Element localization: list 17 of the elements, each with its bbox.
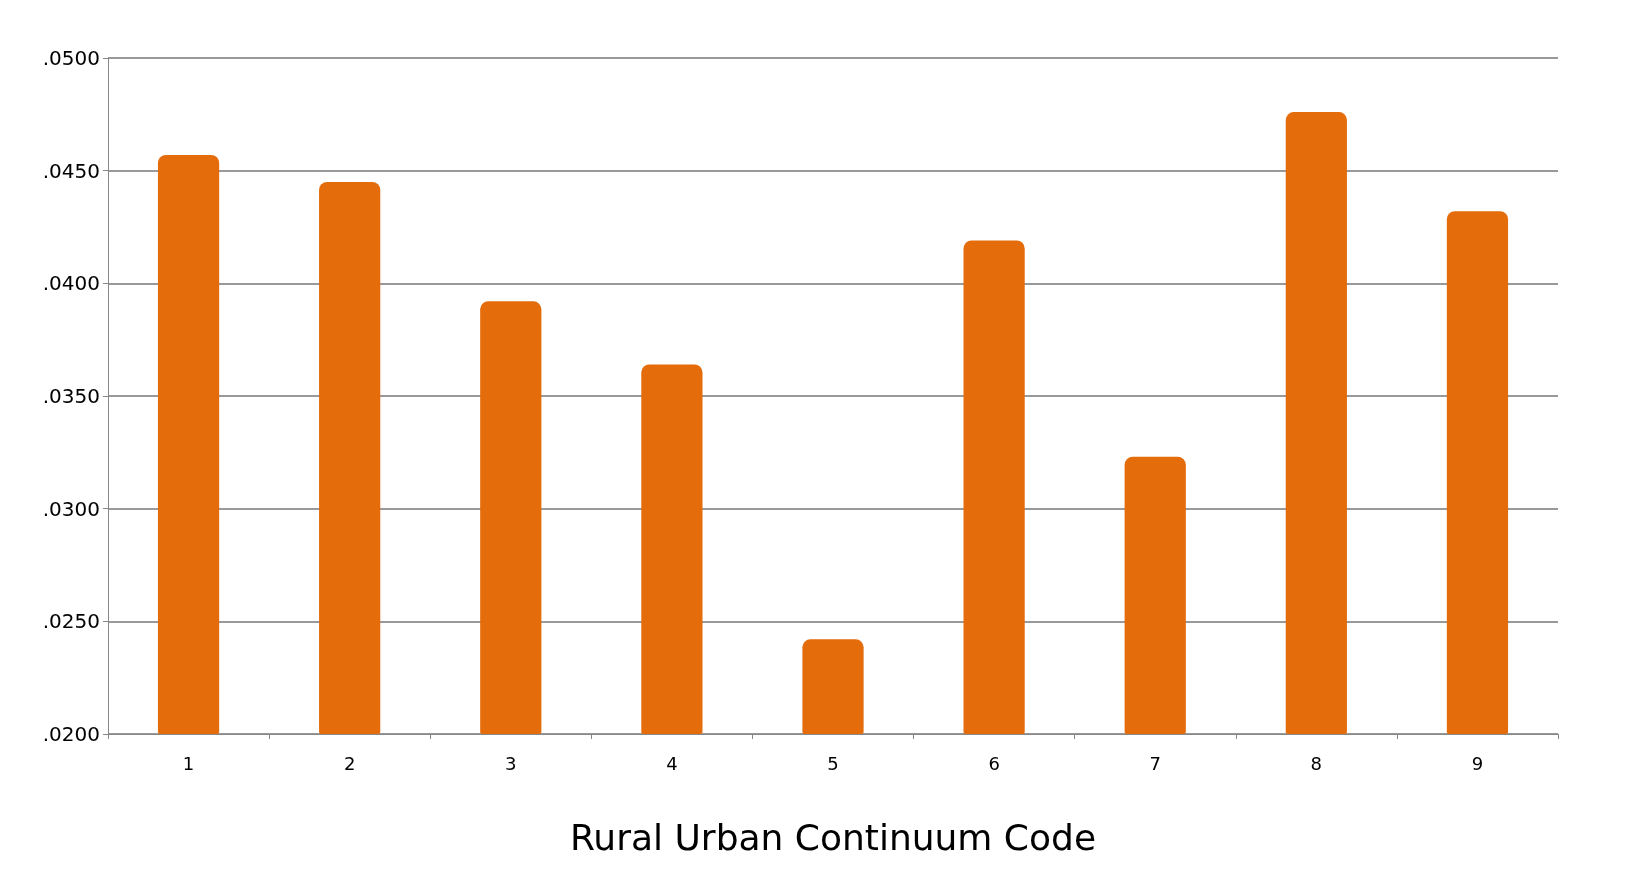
x-tick-label: 9 [1471, 752, 1484, 774]
x-tick-label: 6 [988, 752, 1000, 774]
x-tick-label: 7 [1149, 752, 1161, 774]
y-tick-label: .0450 [42, 158, 100, 183]
y-tick-label: .0500 [42, 46, 100, 70]
x-axis-title: Rural Urban Continuum Code [569, 816, 1097, 858]
y-tick-label: .0200 [42, 722, 100, 746]
y-tick-label: .0350 [42, 384, 100, 408]
y-tick-label: .0400 [42, 271, 100, 296]
x-tick-label: 3 [505, 752, 517, 774]
x-tick-label: 2 [343, 752, 356, 774]
x-tick-label: 5 [827, 752, 839, 774]
y-tick-label: .0300 [42, 496, 100, 521]
x-tick-label: 4 [666, 752, 678, 774]
y-tick-label: .0250 [42, 609, 100, 634]
x-tick-label: 1 [182, 752, 195, 774]
x-tick-label: 8 [1310, 752, 1323, 774]
